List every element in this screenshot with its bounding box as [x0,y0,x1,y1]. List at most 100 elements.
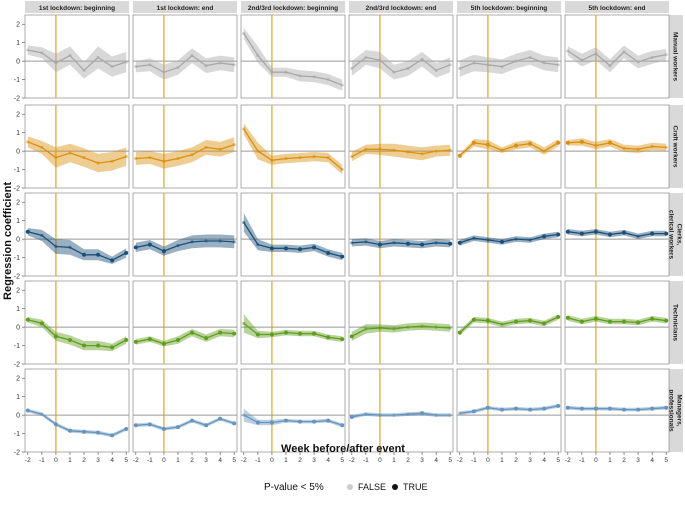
confidence-band [459,314,559,336]
data-point-significant [133,245,138,250]
row-strip-label-managers-professionals: Managers,professionals [668,389,683,432]
data-point-significant [650,316,655,321]
data-point-not-significant [40,51,44,55]
data-point-significant [340,254,345,259]
data-point-significant [96,343,101,348]
data-point-significant [82,252,87,257]
data-point-significant [232,331,237,336]
data-point-significant [579,319,584,324]
row-strip-clerks-clerical-workers [668,193,683,276]
data-point-not-significant [82,68,86,72]
panel-frame [132,14,238,99]
data-point-not-significant [96,55,100,60]
row-strip-label-line: professionals [668,389,675,432]
panel-frame [24,14,130,99]
y-tick-label: 0 [16,237,20,244]
data-point-not-significant [190,153,194,157]
column-strip-6 [565,1,669,13]
panel-manual-workers-2 [132,14,238,99]
x-tick-label: -2 [25,457,31,464]
data-point-significant [67,428,72,433]
data-point-not-significant [26,48,30,52]
panel-frame [348,280,454,365]
data-point-not-significant [54,155,58,160]
data-point-not-significant [364,327,368,331]
panel-clerks-clerical-workers-2 [132,192,238,277]
estimate-line [459,316,559,334]
x-tick-label: 1 [392,457,396,464]
data-point-not-significant [434,325,438,329]
confidence-band [567,315,667,326]
data-point-not-significant [392,70,396,74]
data-point-not-significant [312,75,316,79]
data-point-significant [25,317,30,322]
data-point-significant [420,411,425,416]
data-point-significant [485,142,490,147]
data-point-not-significant [392,413,396,417]
data-point-not-significant [68,151,72,155]
data-point-significant [161,426,166,431]
legend-title: P-value < 5% [264,482,324,493]
x-tick-label: 4 [650,457,654,464]
x-tick-label: 0 [594,457,598,464]
data-point-significant [218,416,223,421]
data-point-significant [204,336,209,341]
data-point-significant [565,140,570,145]
data-point-significant [269,246,274,251]
data-point-significant [161,341,166,346]
data-point-not-significant [26,140,30,144]
data-point-not-significant [176,156,180,161]
x-tick-label: 0 [54,457,58,464]
y-tick-label: 1 [16,130,20,137]
confidence-band [351,143,451,162]
data-point-not-significant [406,150,410,154]
data-point-not-significant [392,148,396,152]
panel-technicians-2 [132,280,238,365]
column-strip-label-4: 2nd/3rd lockdown: end [366,5,437,12]
data-point-significant [607,140,612,145]
estimate-line [567,317,667,324]
confidence-band [243,123,343,175]
data-point-not-significant [472,236,476,240]
panel-frame [240,368,346,453]
x-tick-label: -1 [147,457,153,464]
column-strip-label-3: 2nd/3rd lockdown: beginning [248,5,338,12]
data-point-significant [298,419,303,424]
estimate-line [459,56,559,70]
panel-clerks-clerical-workers-4 [348,192,454,277]
panel-frame [132,368,238,453]
confidence-band [27,317,127,352]
y-tick-label: 0 [16,59,20,66]
data-point-not-significant [364,412,368,416]
data-point-significant [283,330,288,335]
data-point-significant [457,240,462,245]
panel-technicians-4 [348,280,454,365]
x-tick-label: 3 [204,457,208,464]
panel-frame [240,104,346,189]
panel-technicians-3 [240,280,346,365]
data-point-not-significant [242,31,246,36]
row-strip-craft-workers [668,105,683,188]
data-point-not-significant [326,155,330,160]
data-point-not-significant [242,220,246,225]
y-tick-label: 0 [16,325,20,332]
x-tick-label: 3 [312,457,316,464]
confidence-band [27,228,127,264]
x-tick-label: -1 [579,457,585,464]
data-point-not-significant [378,58,382,62]
data-point-not-significant [378,326,382,330]
data-point-not-significant [40,412,44,416]
y-tick-label: -2 [14,274,20,281]
data-point-not-significant [218,61,222,65]
x-tick-label: 4 [434,457,438,464]
y-tick-label: 0 [16,149,20,156]
estimate-line [27,141,127,164]
x-tick-label: 3 [420,457,424,464]
data-point-significant [471,409,476,414]
data-point-significant [147,422,152,427]
column-strip-5 [457,1,561,13]
data-point-not-significant [636,147,640,151]
data-point-not-significant [148,155,152,160]
data-point-significant [326,418,331,423]
